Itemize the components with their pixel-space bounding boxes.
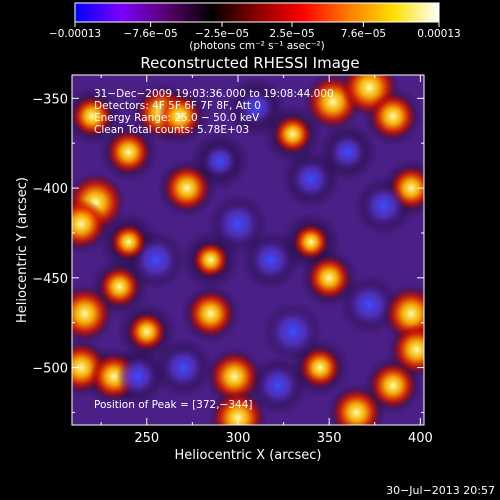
info-annotation-line: Energy Range: 25.0 − 50.0 keV (94, 112, 260, 124)
plot-frame (71, 74, 425, 426)
heatmap-hot-spot (273, 114, 313, 154)
axis-ticks: 250 300 350 400 −350 −400 −450 −500 (32, 75, 433, 446)
heatmap-hot-spot (110, 223, 147, 261)
heatmap-hot-spot (192, 241, 229, 279)
heatmap-hot-spot (391, 324, 424, 375)
heatmap-hot-spot (369, 92, 417, 141)
heatmap-cold-spot (345, 280, 394, 329)
heatmap-cold-spot (236, 87, 276, 127)
x-axis-label: Heliocentric X (arcsec) (175, 448, 322, 463)
footer-date: 30−Jul−2013 20:57 (386, 484, 495, 497)
heatmap-cold-spot (116, 355, 159, 398)
x-tick-label: 300 (226, 431, 251, 446)
heatmap-hot-spot (186, 289, 235, 338)
heatmap-hot-spot (72, 287, 112, 341)
y-tick-label: −500 (32, 362, 68, 377)
heatmap-hot-spot (127, 312, 167, 352)
heatmap-area (72, 75, 424, 425)
info-annotation-line: 31−Dec−2009 19:03:36.000 to 19:08:44.000 (94, 88, 334, 100)
chart-title: Reconstructed RHESSI Image (140, 54, 359, 72)
colorbar-tick-label: 0.00013 (417, 28, 460, 40)
heatmap-hot-spot (106, 129, 151, 175)
heatmap-hot-spot (306, 255, 352, 301)
heatmap-cold-spot (214, 200, 262, 248)
colorbar-tick-label: −2.5e−05 (195, 28, 249, 40)
heatmap-cold-spot (255, 363, 301, 408)
heatmap-cold-spot (289, 158, 332, 201)
info-annotation-line: Detectors: 4F 5F 6F 7F 8F, Att 0 (94, 100, 261, 112)
peak-position-label: Position of Peak = [372,−344] (94, 399, 253, 411)
heatmap-cold-spot (201, 142, 238, 180)
colorbar-tick-label: −0.00013 (49, 28, 101, 40)
heatmap-cold-spot (248, 237, 294, 283)
colorbar-tick-label: −7.6e−05 (124, 28, 178, 40)
heatmap-hot-spot (209, 351, 260, 402)
y-tick-label: −400 (32, 182, 68, 197)
heatmap-hot-spot (369, 361, 417, 410)
x-tick-label: 400 (408, 431, 433, 446)
x-tick-label: 250 (134, 431, 159, 446)
colorbar-tick-label: 7.6e−05 (341, 28, 386, 40)
heatmap-hot-spot (98, 265, 141, 308)
heatmap-cold-spot (160, 345, 206, 390)
heatmap-hot-spot (211, 391, 265, 425)
colorbar-unit-label: (photons cm⁻² s⁻¹ asec⁻²) (189, 40, 324, 52)
x-tick-label: 350 (317, 431, 342, 446)
heatmap-hot-spot (292, 223, 330, 261)
heatmap-hot-spot (72, 198, 107, 250)
info-annotation-line: Clean Total counts: 5.78E+03 (94, 124, 249, 136)
y-tick-label: −450 (32, 272, 68, 287)
heatmap-features (72, 75, 424, 425)
heatmap-cold-spot (361, 183, 407, 229)
heatmap-cold-spot (327, 132, 367, 172)
heatmap-hot-spot (163, 164, 211, 212)
heatmap-hot-spot (331, 387, 382, 425)
colorbar-ticks: −0.00013 −7.6e−05 −2.5e−05 2.5e−05 7.6e−05 0.… (49, 22, 461, 40)
info-annotations: 31−Dec−2009 19:03:36.000 to 19:08:44.000… (94, 88, 334, 136)
colorbar: −0.00013 −7.6e−05 −2.5e−05 2.5e−05 7.6e−05 0.… (49, 2, 461, 52)
y-axis-label: Heliocentric Y (arcsec) (15, 177, 30, 323)
colorbar-tick-label: 2.5e−05 (269, 28, 314, 40)
y-tick-label: −350 (32, 92, 68, 107)
heatmap-hot-spot (157, 93, 203, 139)
heatmap-hot-spot (72, 95, 114, 138)
heatmap-hot-spot (299, 346, 342, 389)
colorbar-gradient (74, 2, 440, 23)
heatmap-cold-spot (267, 306, 318, 357)
